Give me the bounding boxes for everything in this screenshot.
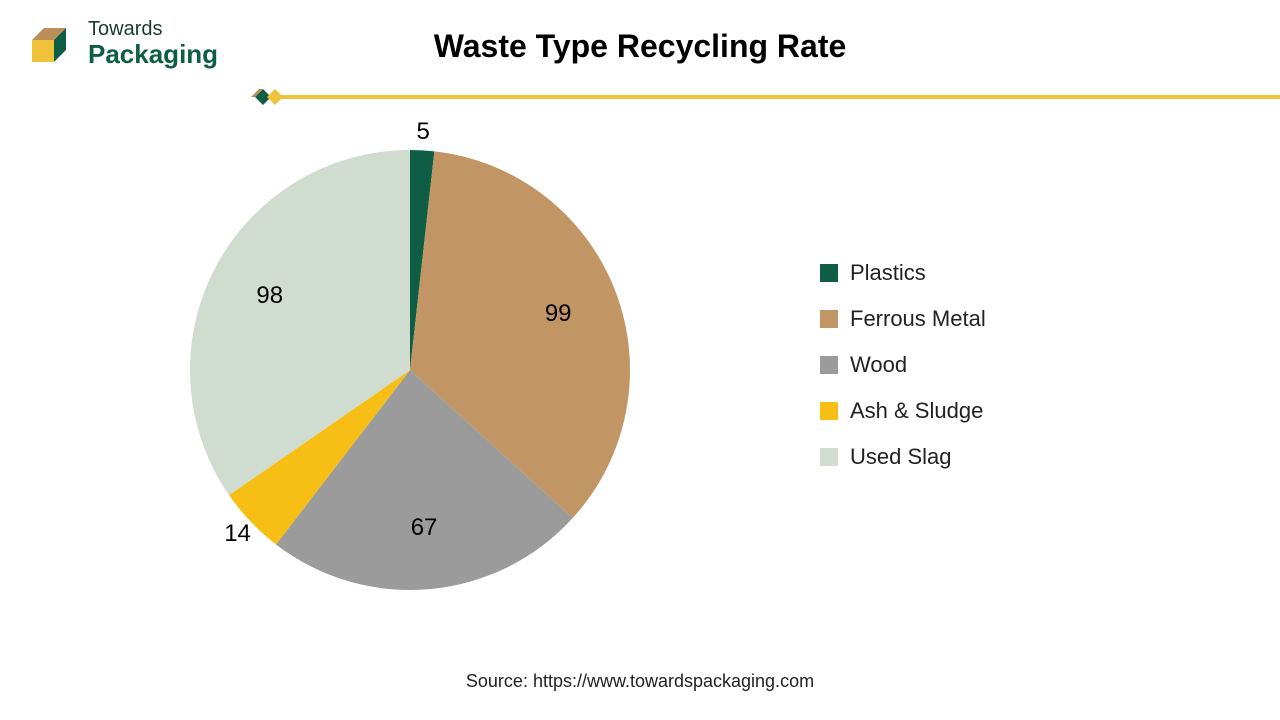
- legend-swatch: [820, 402, 838, 420]
- source-text: Source: https://www.towardspackaging.com: [0, 671, 1280, 692]
- pie-data-label: 67: [411, 514, 438, 542]
- legend-label: Ash & Sludge: [850, 398, 983, 424]
- legend-item: Plastics: [820, 260, 986, 286]
- legend-swatch: [820, 310, 838, 328]
- divider-line: [265, 95, 1280, 99]
- pie-data-label: 14: [224, 520, 251, 548]
- legend-label: Used Slag: [850, 444, 952, 470]
- legend-item: Used Slag: [820, 444, 986, 470]
- pie-data-label: 99: [545, 300, 572, 328]
- divider-diamond-icon: [245, 85, 285, 109]
- pie-chart: 599671498: [170, 130, 650, 610]
- title-divider: [245, 85, 1280, 109]
- legend-item: Ferrous Metal: [820, 306, 986, 332]
- legend-swatch: [820, 264, 838, 282]
- legend-label: Wood: [850, 352, 907, 378]
- legend-item: Ash & Sludge: [820, 398, 986, 424]
- legend-label: Ferrous Metal: [850, 306, 986, 332]
- pie-data-label: 5: [417, 118, 430, 146]
- chart-title: Waste Type Recycling Rate: [0, 28, 1280, 65]
- chart-legend: Plastics Ferrous Metal Wood Ash & Sludge Use…: [820, 260, 986, 470]
- legend-swatch: [820, 356, 838, 374]
- legend-swatch: [820, 448, 838, 466]
- legend-item: Wood: [820, 352, 986, 378]
- legend-label: Plastics: [850, 260, 926, 286]
- pie-data-label: 98: [256, 282, 283, 310]
